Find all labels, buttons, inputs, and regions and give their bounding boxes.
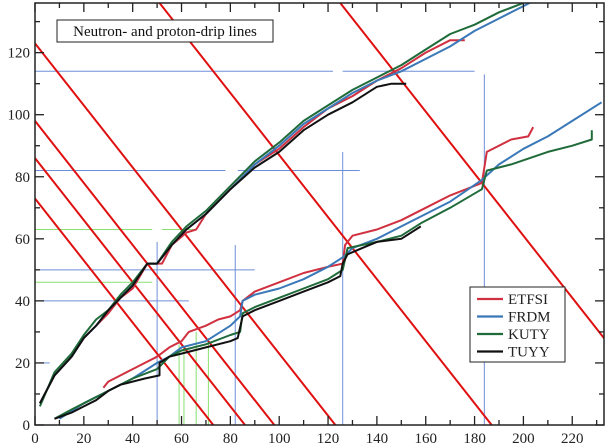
x-tick-label: 0 bbox=[31, 431, 39, 447]
y-tick-label: 80 bbox=[15, 170, 30, 186]
legend-label-tuyy: TUYY bbox=[508, 345, 550, 361]
x-tick-label: 60 bbox=[174, 431, 189, 447]
axis-ticks: 0 20 40 60 80 100 120 140 160 180 200 220 0 20 40 60 80 1… bbox=[8, 3, 604, 447]
x-tick-label: 100 bbox=[268, 431, 291, 447]
x-tick-label: 20 bbox=[76, 431, 91, 447]
guide-lines bbox=[35, 70, 485, 425]
x-tick-label: 120 bbox=[317, 431, 340, 447]
x-tick-label: 220 bbox=[561, 431, 584, 447]
y-tick-label: 40 bbox=[15, 294, 30, 310]
x-tick-label: 40 bbox=[125, 431, 140, 447]
y-tick-label: 20 bbox=[15, 356, 30, 372]
plot-frame bbox=[34, 2, 605, 426]
series-kuty-neutron-drip bbox=[54, 130, 593, 420]
constant-a-line bbox=[35, 157, 246, 425]
series-etfsi-proton-drip bbox=[39, 39, 465, 404]
x-tick-label: 180 bbox=[463, 431, 486, 447]
y-tick-label: 120 bbox=[8, 46, 31, 62]
y-tick-label: 60 bbox=[15, 232, 30, 248]
constant-a-line bbox=[158, 3, 493, 425]
x-tick-label: 200 bbox=[512, 431, 535, 447]
constant-a-line bbox=[35, 197, 215, 425]
y-tick-label: 0 bbox=[23, 418, 31, 434]
y-tick-label: 100 bbox=[8, 108, 31, 124]
x-tick-label: 80 bbox=[223, 431, 238, 447]
x-tick-label: 160 bbox=[414, 431, 437, 447]
series-tuyy-proton-drip bbox=[39, 82, 407, 404]
chart-title-box: Neutron- and proton-drip lines bbox=[56, 19, 274, 43]
legend-label-kuty: KUTY bbox=[508, 327, 550, 343]
legend-label-etfsi: ETFSI bbox=[508, 292, 548, 308]
constant-a-line bbox=[35, 120, 276, 425]
constant-a-line bbox=[338, 3, 604, 340]
series-tuyy-neutron-drip bbox=[54, 225, 422, 420]
series-kuty-proton-drip bbox=[38, 3, 524, 407]
x-tick-label: 140 bbox=[366, 431, 389, 447]
chart-title: Neutron- and proton-drip lines bbox=[73, 24, 257, 40]
series-lines bbox=[38, 3, 603, 420]
series-frdm-neutron-drip bbox=[58, 101, 603, 420]
series-etfsi-neutron-drip bbox=[102, 126, 535, 389]
legend-label-frdm: FRDM bbox=[508, 310, 551, 326]
